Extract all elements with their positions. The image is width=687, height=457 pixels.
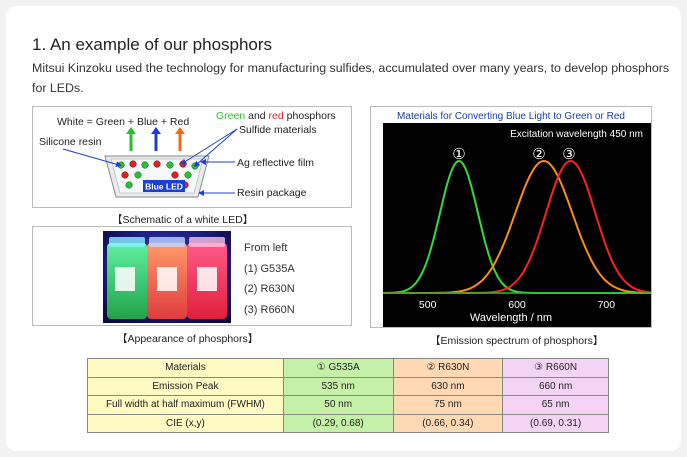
phosphor-label-green: Green bbox=[216, 110, 245, 122]
phosphor-label-rest: phosphors bbox=[284, 110, 336, 122]
output-arrows bbox=[126, 127, 185, 151]
table-cell: 50 nm bbox=[282, 395, 394, 415]
phosphor-photo bbox=[103, 231, 231, 323]
blue-led-label: Blue LED bbox=[145, 182, 183, 192]
table-cell: (0.29, 0.68) bbox=[282, 413, 394, 434]
phosphor-list: From left (1) G535A (2) R630N (3) R660N bbox=[244, 238, 295, 320]
chart-title: Materials for Converting Blue Light to G… bbox=[397, 111, 625, 122]
spectrum-caption: 【Emission spectrum of phosphors】 bbox=[430, 335, 604, 347]
sulfide-label: Sulfide materials bbox=[239, 124, 317, 136]
phosphor-label: Green and red phosphors bbox=[216, 110, 336, 122]
table-cell: 535 nm bbox=[282, 376, 394, 397]
page-description: Mitsui Kinzoku used the technology for m… bbox=[32, 61, 670, 95]
schematic-panel: White = Green + Blue + Red Green and red… bbox=[32, 106, 352, 208]
phosphor-list-item: (3) R660N bbox=[244, 303, 295, 316]
appearance-panel: From left (1) G535A (2) R630N (3) R660N bbox=[32, 226, 352, 326]
appearance-caption: 【Appearance of phosphors】 bbox=[117, 333, 259, 345]
pointer-lines bbox=[62, 128, 238, 196]
table-row: Emission Peak 535 nm 630 nm 660 nm bbox=[87, 376, 609, 397]
peak-marker-1: ① bbox=[452, 146, 465, 163]
table-cell: 65 nm bbox=[502, 395, 609, 415]
peak-marker-3: ③ bbox=[562, 146, 575, 163]
blue-led-chip bbox=[143, 180, 185, 192]
table-row: Full width at half maximum (FWHM) 50 nm … bbox=[87, 395, 609, 415]
table-cell: (0.69, 0.31) bbox=[502, 413, 609, 434]
x-axis-label: Wavelength / nm bbox=[470, 312, 552, 324]
resin-package-label: Resin package bbox=[237, 187, 307, 199]
table-header-cell: Materials bbox=[87, 358, 284, 378]
table-header-cell: ① G535A bbox=[282, 358, 394, 378]
x-axis-band bbox=[383, 297, 651, 327]
table-row: CIE (x,y) (0.29, 0.68) (0.66, 0.34) (0.6… bbox=[87, 413, 609, 434]
table-cell: 660 nm bbox=[502, 376, 609, 397]
table-cell: 75 nm bbox=[392, 395, 504, 415]
table-cell: Emission Peak bbox=[87, 376, 284, 397]
jar-3-label bbox=[197, 267, 217, 291]
table-cell: (0.66, 0.34) bbox=[392, 413, 504, 434]
x-tick-label: 600 bbox=[508, 299, 526, 311]
phosphor-label-red: red bbox=[269, 110, 284, 122]
excitation-label: Excitation wavelength 450 nm bbox=[510, 129, 643, 140]
jar-1-label bbox=[115, 267, 135, 291]
ag-film-label: Ag reflective film bbox=[237, 157, 314, 169]
table-header-row: Materials ① G535A ② R630N ③ R660N bbox=[87, 358, 609, 378]
phosphor-list-item: (2) R630N bbox=[244, 283, 295, 295]
phosphor-list-item: (1) G535A bbox=[244, 262, 295, 275]
x-tick-label: 700 bbox=[598, 299, 616, 311]
table-cell: Full width at half maximum (FWHM) bbox=[87, 395, 284, 415]
phosphor-list-heading: From left bbox=[244, 242, 288, 254]
jar-2-label bbox=[157, 267, 177, 291]
table-cell: 630 nm bbox=[392, 376, 504, 397]
page-title: 1. An example of our phosphors bbox=[32, 35, 273, 54]
white-formula: White = Green + Blue + Red bbox=[57, 116, 189, 128]
table-cell: CIE (x,y) bbox=[87, 413, 284, 434]
peak-marker-2: ② bbox=[532, 146, 545, 163]
emission-spectrum-chart: Materials for Converting Blue Light to G… bbox=[382, 111, 652, 327]
table-header-cell: ② R630N bbox=[392, 358, 504, 378]
spectrum-panel: Materials for Converting Blue Light to G… bbox=[370, 106, 652, 328]
phosphor-properties-table: Materials ① G535A ② R630N ③ R660N Emissi… bbox=[87, 358, 609, 434]
table-header-cell: ③ R660N bbox=[502, 358, 609, 378]
x-tick-label: 500 bbox=[419, 299, 437, 311]
phosphor-label-and: and bbox=[245, 110, 268, 122]
silicone-label: Silicone resin bbox=[39, 136, 102, 148]
x-axis: 500 600 700 bbox=[383, 292, 651, 311]
white-led-schematic: White = Green + Blue + Red Green and red… bbox=[39, 110, 336, 199]
schematic-caption: 【Schematic of a white LED】 bbox=[112, 214, 254, 226]
